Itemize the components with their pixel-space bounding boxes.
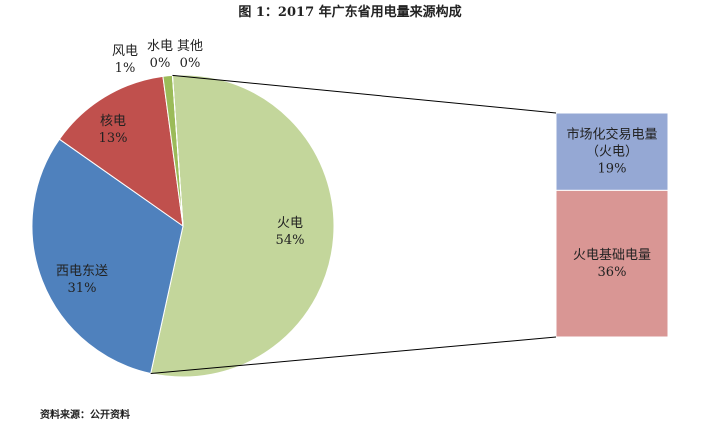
value-label: 0% bbox=[179, 56, 201, 71]
connector-line bbox=[172, 74, 557, 114]
category-label: 火电基础电量 bbox=[572, 247, 652, 263]
category-label: 火电 bbox=[276, 216, 303, 231]
bar-label: 市场化交易电量 （火电） 19% bbox=[566, 126, 657, 177]
bar-segment bbox=[555, 112, 669, 191]
slice-label: 西电东送 31% bbox=[56, 263, 108, 297]
slice-label: 水电 0% bbox=[147, 38, 173, 72]
category-label: 市场化交易电量 （火电） bbox=[566, 127, 658, 160]
category-label: 核电 bbox=[99, 114, 126, 129]
value-label: 19% bbox=[597, 161, 627, 177]
category-label: 其他 bbox=[176, 39, 204, 54]
value-label: 31% bbox=[67, 281, 97, 296]
source-note: 资料来源：公开资料 bbox=[40, 408, 130, 421]
pie-slice bbox=[150, 74, 335, 378]
pie-slice bbox=[58, 75, 184, 228]
category-label: 西电东送 bbox=[55, 264, 109, 279]
slice-label: 风电 1% bbox=[112, 43, 138, 77]
category-label: 风电 bbox=[111, 44, 139, 59]
slice-label: 其他 0% bbox=[177, 38, 203, 72]
value-label: 1% bbox=[114, 61, 136, 76]
category-label: 水电 bbox=[146, 39, 174, 54]
bar-segment bbox=[555, 189, 669, 338]
bar-label: 火电基础电量 36% bbox=[573, 247, 651, 281]
slice-label: 核电 13% bbox=[99, 113, 128, 147]
chart-title: 图 1：2017 年广东省用电量来源构成 bbox=[238, 4, 461, 20]
slice-label: 火电 54% bbox=[276, 215, 305, 249]
pie-slice bbox=[31, 138, 184, 375]
value-label: 36% bbox=[597, 264, 627, 280]
connector-line bbox=[150, 336, 557, 375]
value-label: 13% bbox=[98, 131, 128, 146]
value-label: 0% bbox=[149, 56, 171, 71]
value-label: 54% bbox=[275, 233, 305, 248]
